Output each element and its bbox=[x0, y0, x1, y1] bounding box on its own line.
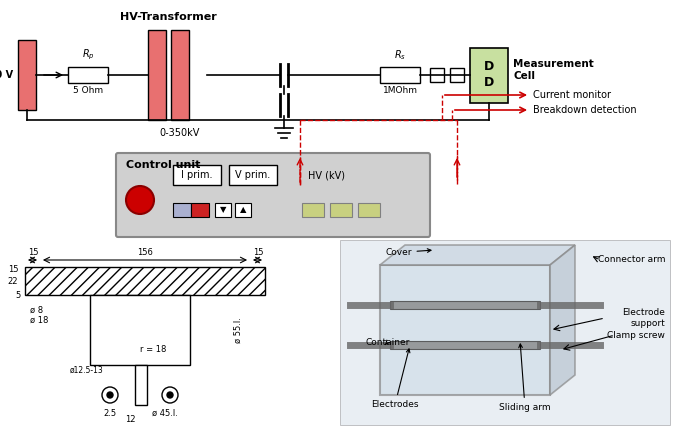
Text: ø 45.l.: ø 45.l. bbox=[152, 408, 178, 418]
Text: 22: 22 bbox=[8, 277, 19, 286]
Text: Electrodes: Electrodes bbox=[372, 349, 419, 409]
Text: 15: 15 bbox=[28, 248, 39, 257]
Text: Clamp screw: Clamp screw bbox=[607, 331, 665, 340]
Bar bbox=[302, 203, 324, 217]
Text: 15: 15 bbox=[252, 248, 264, 257]
Bar bbox=[215, 203, 231, 217]
Bar bbox=[340, 240, 670, 425]
Text: 2.5: 2.5 bbox=[103, 408, 116, 418]
Bar bbox=[235, 203, 251, 217]
Text: 5: 5 bbox=[15, 291, 21, 300]
Text: D: D bbox=[484, 61, 494, 74]
Circle shape bbox=[167, 392, 173, 398]
Bar bbox=[430, 68, 444, 82]
Bar bbox=[191, 203, 209, 217]
Circle shape bbox=[126, 186, 154, 214]
Bar bbox=[90, 295, 190, 365]
Text: ▼: ▼ bbox=[219, 206, 226, 215]
Text: 400 V: 400 V bbox=[0, 70, 13, 80]
Text: Measurement
Cell: Measurement Cell bbox=[513, 59, 594, 81]
Bar bbox=[358, 203, 380, 217]
Text: HV (kV): HV (kV) bbox=[308, 170, 345, 180]
Text: Current monitor: Current monitor bbox=[533, 90, 611, 100]
Bar bbox=[171, 30, 189, 120]
Polygon shape bbox=[380, 245, 575, 265]
Bar bbox=[380, 67, 420, 83]
Text: Cover: Cover bbox=[385, 248, 431, 257]
Text: 1MOhm: 1MOhm bbox=[383, 86, 418, 95]
Bar bbox=[68, 67, 108, 83]
Text: ø 18: ø 18 bbox=[30, 316, 48, 325]
Circle shape bbox=[107, 392, 113, 398]
Text: Breakdown detection: Breakdown detection bbox=[533, 105, 636, 115]
Bar bbox=[380, 265, 550, 395]
Circle shape bbox=[102, 387, 118, 403]
Text: V prim.: V prim. bbox=[235, 170, 270, 180]
Bar bbox=[173, 165, 221, 185]
Text: HV-Transformer: HV-Transformer bbox=[120, 12, 217, 22]
Bar bbox=[18, 40, 36, 110]
Text: 156: 156 bbox=[137, 248, 153, 257]
Text: I prim.: I prim. bbox=[181, 170, 213, 180]
Bar bbox=[25, 267, 265, 295]
Text: $R_s$: $R_s$ bbox=[394, 48, 406, 62]
Text: 5 Ohm: 5 Ohm bbox=[73, 86, 103, 95]
Text: $R_p$: $R_p$ bbox=[82, 48, 94, 62]
Text: Connector arm: Connector arm bbox=[597, 255, 665, 264]
Bar bbox=[135, 365, 147, 405]
Bar bbox=[330, 203, 352, 217]
Text: 15: 15 bbox=[8, 265, 19, 274]
Bar bbox=[390, 301, 540, 309]
Bar bbox=[148, 30, 166, 120]
Bar bbox=[229, 165, 277, 185]
Text: ▲: ▲ bbox=[239, 206, 246, 215]
FancyBboxPatch shape bbox=[116, 153, 430, 237]
Polygon shape bbox=[550, 245, 575, 395]
Text: r = 18: r = 18 bbox=[140, 345, 166, 354]
Bar bbox=[173, 203, 191, 217]
Text: ø 8: ø 8 bbox=[30, 305, 43, 314]
Bar bbox=[450, 68, 464, 82]
Text: ø 55.l.: ø 55.l. bbox=[233, 317, 242, 343]
Text: 12: 12 bbox=[125, 415, 136, 424]
Circle shape bbox=[162, 387, 178, 403]
Text: Electrode
support: Electrode support bbox=[622, 308, 665, 328]
Text: ø12.5-13: ø12.5-13 bbox=[70, 366, 104, 375]
Text: Control unit: Control unit bbox=[126, 160, 200, 170]
Text: Sliding arm: Sliding arm bbox=[499, 344, 551, 412]
Bar bbox=[390, 341, 540, 349]
Text: 0-350kV: 0-350kV bbox=[160, 128, 200, 138]
Text: D: D bbox=[484, 77, 494, 89]
Bar bbox=[470, 47, 508, 102]
Text: Container: Container bbox=[365, 338, 409, 347]
